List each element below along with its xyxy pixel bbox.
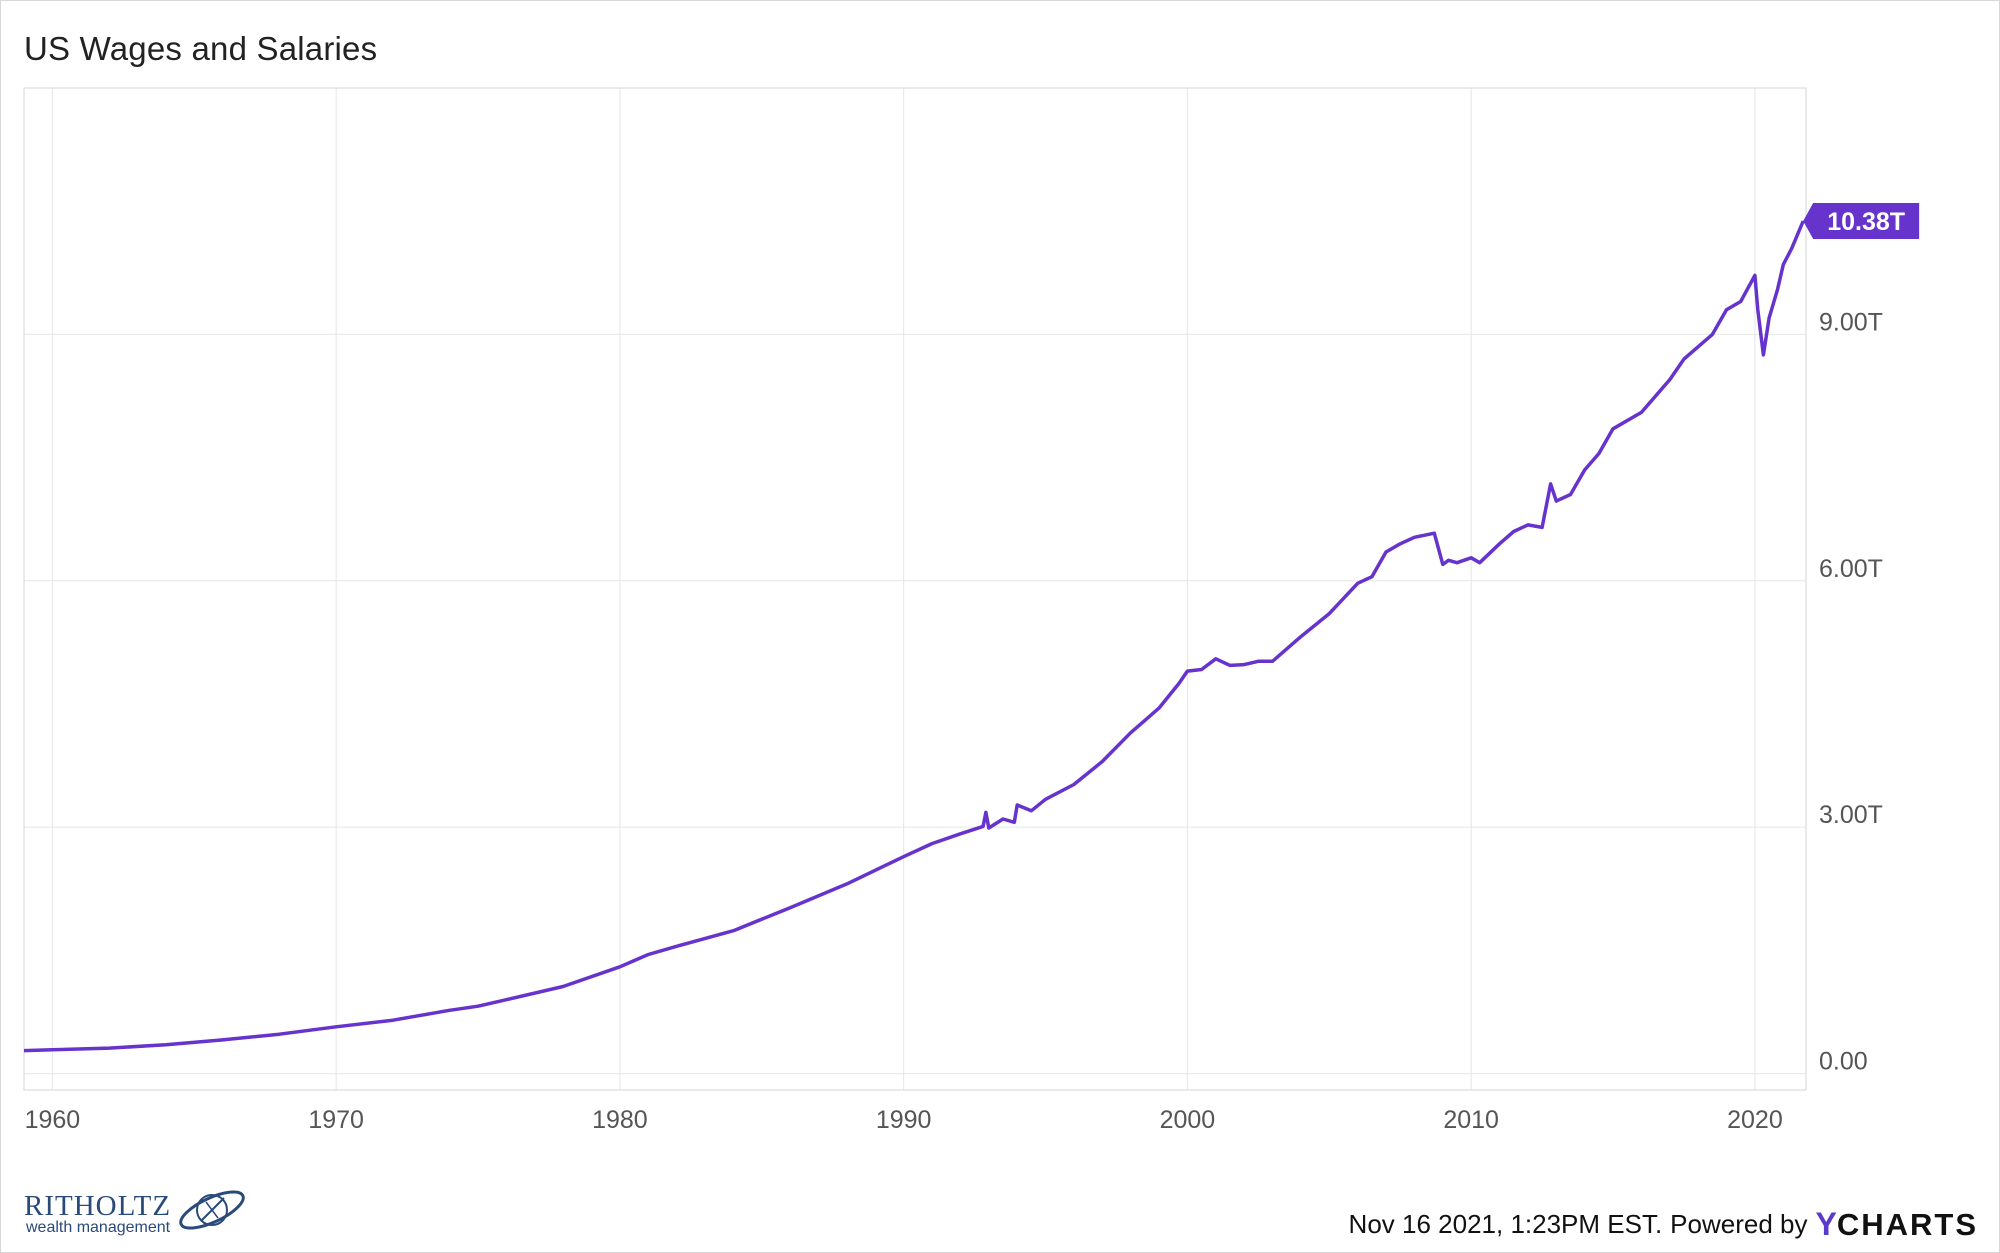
x-tick-label: 2010 (1443, 1106, 1499, 1134)
y-tick-label: 3.00T (1819, 801, 1883, 829)
footer-timestamp: Nov 16 2021, 1:23PM EST. (1348, 1209, 1663, 1239)
x-tick-label: 2020 (1727, 1106, 1783, 1134)
ritholtz-logo: RITHOLTZ wealth management (24, 1180, 264, 1240)
badge-shape (1803, 203, 1920, 240)
badge-label: 10.38T (1827, 208, 1905, 236)
footer-powered-by: Powered by (1670, 1209, 1808, 1239)
ycharts-logo-text: CHARTS (1836, 1206, 1978, 1242)
footer-credit: Nov 16 2021, 1:23PM EST. Powered by Y CH… (1349, 1206, 1978, 1243)
y-tick-label: 9.00T (1819, 308, 1883, 336)
x-axis: 1960 1970 1980 1990 2000 2010 2020 (25, 1106, 1783, 1134)
gridlines (24, 88, 1806, 1090)
y-tick-label: 6.00T (1819, 555, 1883, 583)
logo-subtitle: wealth management (26, 1219, 171, 1236)
logo-name: RITHOLTZ (24, 1190, 172, 1222)
x-tick-label: 1980 (592, 1106, 648, 1134)
ycharts-logo-y: Y (1815, 1206, 1837, 1242)
y-axis: 0.00 3.00T 6.00T 9.00T (1819, 308, 1883, 1075)
x-tick-label: 2000 (1160, 1106, 1216, 1134)
x-tick-label: 1990 (876, 1106, 932, 1134)
x-tick-label: 1970 (308, 1106, 364, 1134)
y-tick-label: 0.00 (1819, 1048, 1868, 1076)
compass-globe-icon (179, 1190, 245, 1230)
chart-title: US Wages and Salaries (24, 30, 378, 67)
x-tick-label: 1960 (25, 1106, 81, 1134)
series-line-wages-salaries (23, 220, 1805, 1053)
plot-area-border (23, 87, 1807, 1091)
last-value-badge: 10.38T (1803, 203, 1920, 240)
